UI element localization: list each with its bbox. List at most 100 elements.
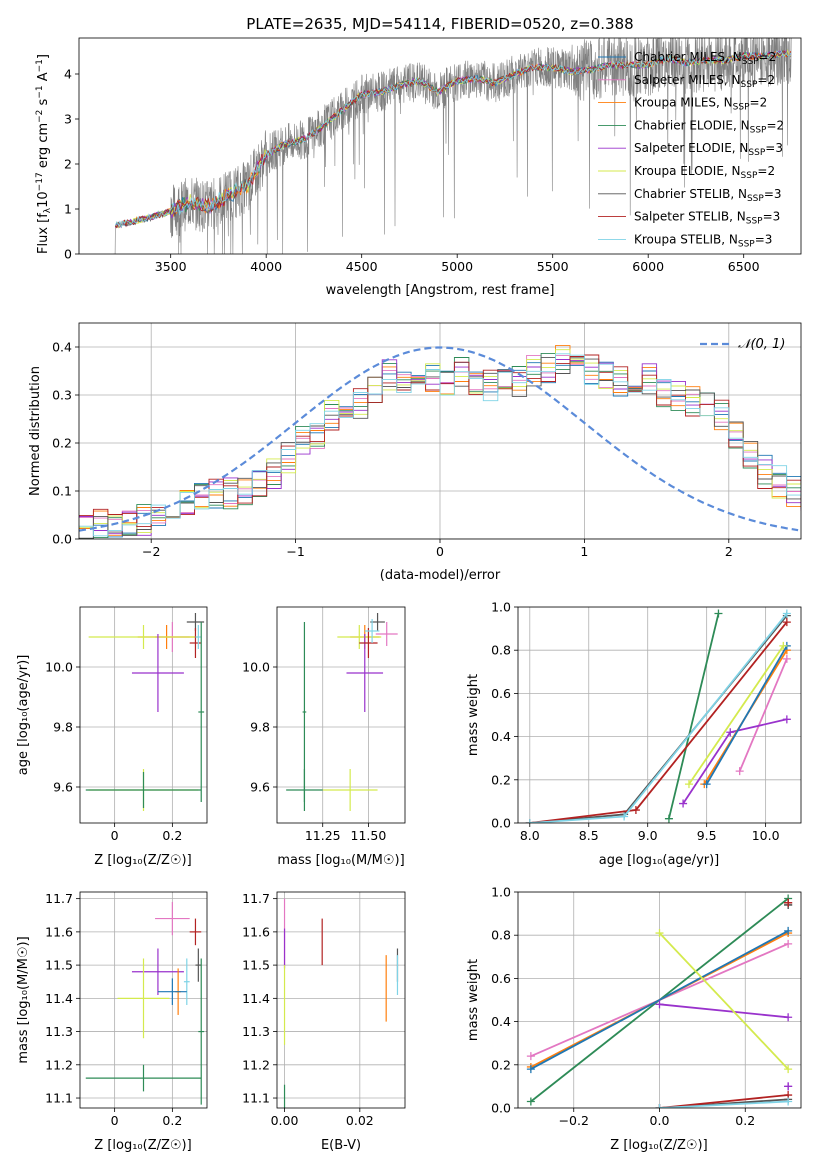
y-axis-label: mass weight [466, 674, 481, 756]
marker-plus [655, 929, 664, 938]
x-tick-label: 0 [111, 1113, 119, 1128]
y-tick-label: 0.4 [491, 1014, 511, 1029]
x-tick-label: 3500 [155, 259, 187, 274]
y-tick-label: 11.5 [242, 958, 270, 973]
y-tick-label: 11.3 [45, 1024, 73, 1039]
x-tick-label: 0.2 [162, 1113, 182, 1128]
x-tick-label: 4500 [346, 259, 378, 274]
marker-plus [782, 609, 791, 618]
x-tick-label: 9.0 [638, 828, 658, 843]
y-tick-label: 2 [64, 157, 72, 172]
plot-area [113, 38, 792, 254]
mass-weight-line [658, 932, 789, 1070]
mass-weight-line [529, 615, 788, 823]
y-tick-label: 1.0 [491, 885, 511, 900]
x-tick-label: −1 [286, 544, 304, 559]
error-bar-point [189, 918, 202, 946]
axes-frame [276, 606, 406, 824]
y-axis-label: Normed distribution [28, 366, 43, 496]
error-bar-point [85, 1064, 202, 1092]
error-bar-point [302, 622, 307, 802]
mass-weight-line [738, 658, 788, 772]
marker-plus [679, 799, 688, 808]
x-tick-label: 8.0 [520, 828, 540, 843]
legend-label: Kroupa ELODIE, NSSP=2 [634, 164, 775, 181]
legend-label: 𝒩(0, 1) [738, 337, 785, 352]
marker-plus [655, 1104, 664, 1108]
axes-frame [276, 891, 406, 1109]
x-axis-label: age [log₁₀(age/yr)] [599, 853, 720, 868]
marker-plus [526, 1052, 535, 1061]
y-axis-label: age [log₁₀(age/yr)] [16, 655, 31, 776]
x-axis-label: mass [log₁₀(M/M☉)] [277, 853, 404, 868]
plot-area [518, 892, 801, 1108]
marker-plus [684, 780, 693, 789]
marker-plus [664, 814, 673, 823]
spectrum-legend: Chabrier MILES, NSSP=2 Salpeter MILES, NS… [598, 50, 784, 249]
normal-distribution-curve [79, 346, 799, 532]
x-axis-label: Z [log₁₀(Z/Z☉)] [94, 1138, 191, 1153]
error-bar-point [346, 634, 384, 712]
y-tick-label: 10.0 [45, 660, 73, 675]
y-tick-label: 0.6 [491, 686, 511, 701]
axes-frame [517, 606, 802, 824]
y-tick-label: 0.0 [52, 532, 72, 547]
error-bar-point [198, 958, 205, 1105]
x-tick-label: 9.5 [697, 828, 717, 843]
error-bar-point [189, 628, 202, 658]
error-bar-point [117, 958, 170, 1039]
y-tick-label: 11.7 [242, 891, 270, 906]
marker-plus [779, 641, 788, 650]
mass-weight-line [529, 612, 788, 823]
marker-plus [784, 1082, 793, 1091]
marker-plus [782, 618, 791, 627]
y-tick-label: 1.0 [491, 600, 511, 615]
mass-weight-line [705, 645, 788, 785]
error-bar-point [375, 622, 398, 646]
y-tick-label: 10.0 [242, 660, 270, 675]
x-tick-label: −2 [142, 544, 160, 559]
y-tick-label: 11.7 [45, 891, 73, 906]
y-tick-label: 11.3 [242, 1024, 270, 1039]
x-tick-label: 0.2 [162, 828, 182, 843]
axes-mass-vs-Z: 0 0.2 11.1 11.2 11.3 11.4 11.5 11.6 11.7 [45, 891, 208, 1128]
mass-weight-line [659, 1100, 789, 1108]
marker-plus [526, 1097, 535, 1106]
error-bar-point [359, 628, 378, 658]
y-tick-label: 11.1 [242, 1091, 270, 1106]
x-tick-label: 11.50 [351, 828, 387, 843]
legend-label: Kroupa STELIB, NSSP=3 [634, 232, 772, 249]
y-tick-label: 3 [64, 112, 72, 127]
axes-frame [78, 37, 802, 255]
x-tick-label: 0.00 [271, 1113, 299, 1128]
chart-title: PLATE=2635, MJD=54114, FIBERID=0520, z=0… [246, 15, 633, 33]
error-bar-point [195, 948, 202, 982]
residual-histogram-step [79, 357, 801, 539]
marker-plus [526, 1065, 535, 1074]
x-tick-label: 8.5 [579, 828, 599, 843]
y-tick-label: 0 [64, 247, 72, 262]
error-bar-point [322, 769, 378, 811]
y-tick-label: 0.4 [491, 729, 511, 744]
axes-massweight-vs-Z: −0.2 0.0 0.2 0.0 0.2 0.4 0.6 0.8 1.0 [491, 885, 802, 1128]
y-tick-label: 9.8 [250, 720, 270, 735]
legend-label: Salpeter STELIB, NSSP=3 [634, 210, 780, 227]
x-axis-label: wavelength [Angstrom, rest frame] [326, 283, 555, 298]
marker-plus [782, 654, 791, 663]
x-tick-label: 1 [580, 544, 588, 559]
y-tick-label: 9.8 [53, 720, 73, 735]
y-tick-label: 0.0 [491, 816, 511, 831]
axes-massweight-vs-age: 8.0 8.5 9.0 9.5 10.0 0.0 0.2 0.4 0.6 0.8 1.0 [491, 600, 802, 843]
error-bar-point [198, 622, 205, 802]
x-axis-label: E(B-V) [321, 1138, 361, 1153]
x-tick-label: 0.02 [346, 1113, 374, 1128]
error-bar-point [370, 613, 385, 631]
error-bar-point [337, 625, 382, 649]
marker-plus [726, 728, 735, 737]
x-tick-label: 0 [436, 544, 444, 559]
error-bar-point [183, 958, 190, 1005]
axes-mass-vs-EBV: 0.00 0.02 11.1 11.2 11.3 11.4 11.5 11.6 11.7 [242, 891, 406, 1128]
y-tick-label: 4 [64, 67, 72, 82]
x-tick-label: 4000 [250, 259, 282, 274]
